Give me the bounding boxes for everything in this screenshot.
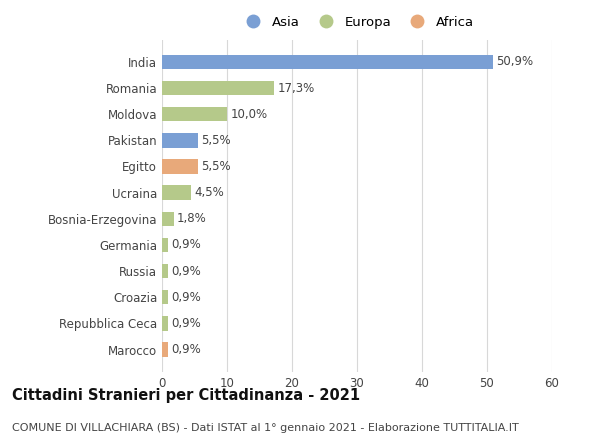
Text: 0,9%: 0,9%: [171, 317, 201, 330]
Bar: [162, 212, 174, 226]
Text: 0,9%: 0,9%: [171, 264, 201, 278]
Bar: [162, 159, 198, 174]
Bar: [162, 55, 493, 69]
Bar: [162, 290, 168, 304]
Text: 0,9%: 0,9%: [171, 343, 201, 356]
Bar: [162, 81, 274, 95]
Text: 4,5%: 4,5%: [194, 186, 224, 199]
Text: 0,9%: 0,9%: [171, 291, 201, 304]
Bar: [162, 238, 168, 252]
Text: 5,5%: 5,5%: [201, 160, 230, 173]
Text: COMUNE DI VILLACHIARA (BS) - Dati ISTAT al 1° gennaio 2021 - Elaborazione TUTTIT: COMUNE DI VILLACHIARA (BS) - Dati ISTAT …: [12, 423, 519, 433]
Bar: [162, 133, 198, 147]
Bar: [162, 107, 227, 121]
Text: 0,9%: 0,9%: [171, 238, 201, 251]
Text: 50,9%: 50,9%: [496, 55, 533, 68]
Bar: [162, 342, 168, 357]
Text: 5,5%: 5,5%: [201, 134, 230, 147]
Bar: [162, 316, 168, 330]
Text: 1,8%: 1,8%: [177, 212, 206, 225]
Bar: [162, 185, 191, 200]
Text: 17,3%: 17,3%: [278, 81, 315, 95]
Legend: Asia, Europa, Africa: Asia, Europa, Africa: [237, 13, 477, 31]
Text: 10,0%: 10,0%: [230, 108, 268, 121]
Bar: [162, 264, 168, 278]
Text: Cittadini Stranieri per Cittadinanza - 2021: Cittadini Stranieri per Cittadinanza - 2…: [12, 389, 360, 403]
